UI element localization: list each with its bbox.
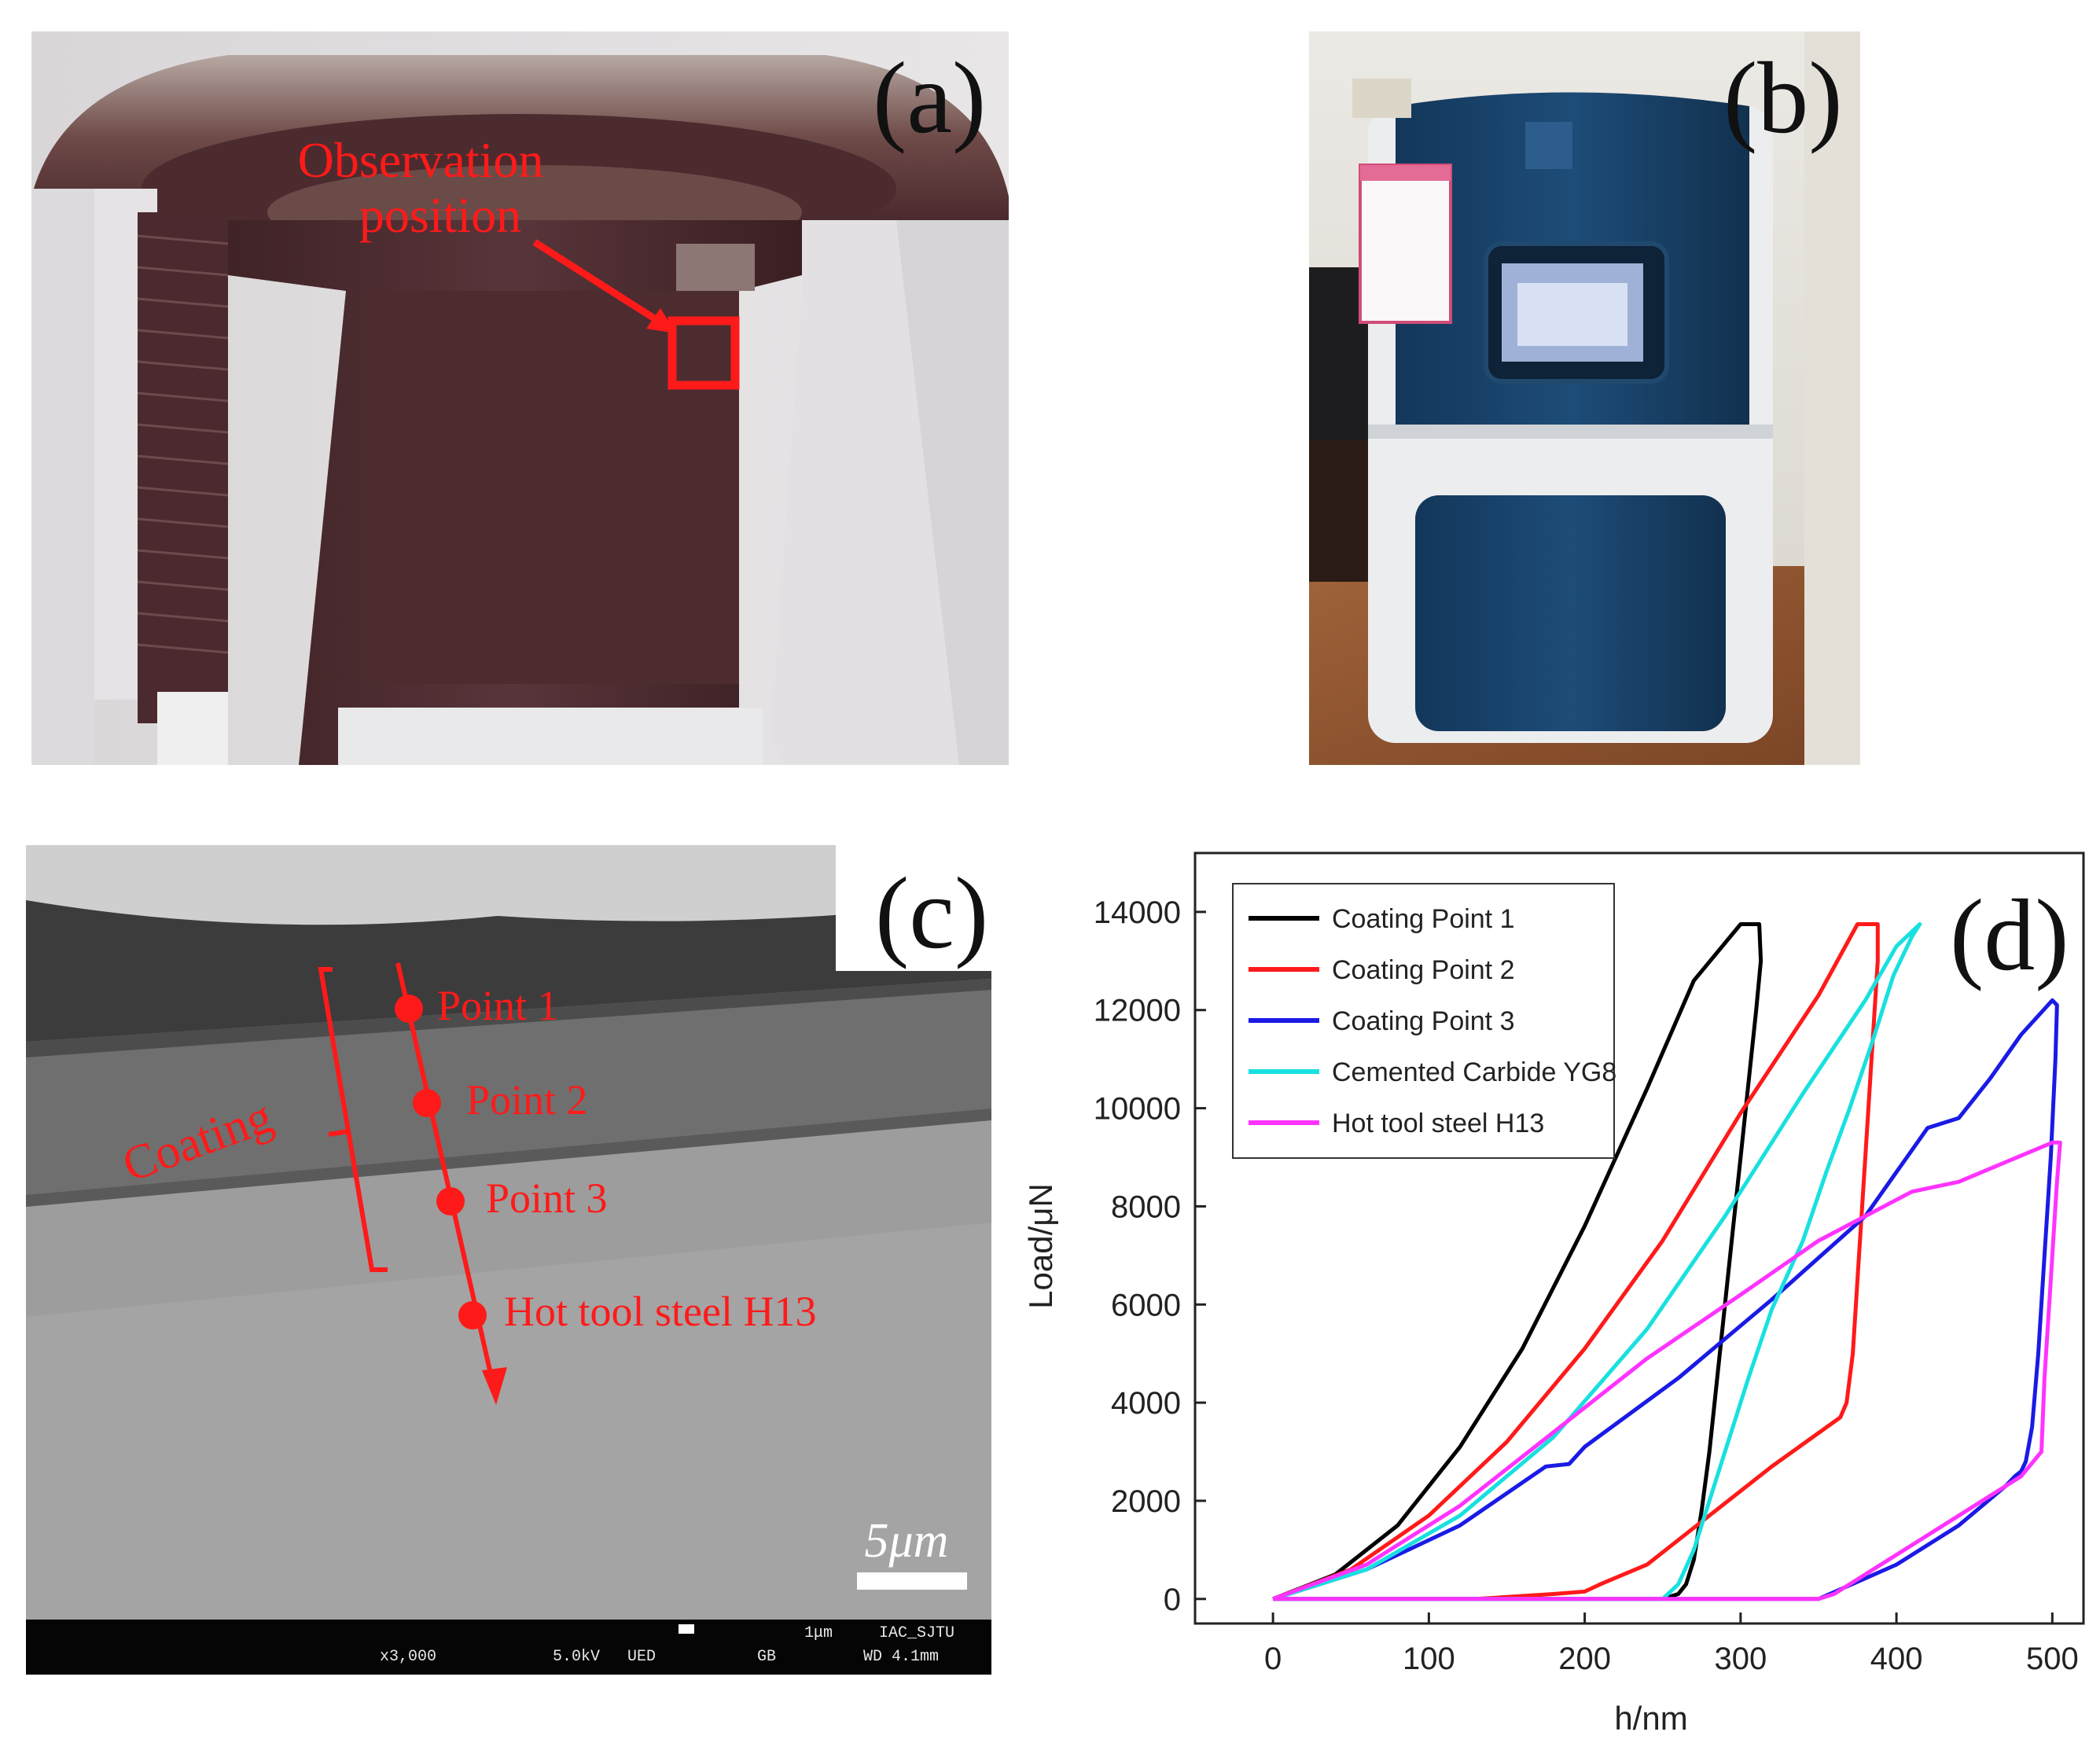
y-tick-label: 14000 — [1094, 895, 1181, 930]
nanoindenter-photo — [1309, 31, 1860, 765]
x-tick-label: 300 — [1714, 1642, 1767, 1676]
sem-working-distance: WD 4.1mm — [863, 1648, 940, 1666]
panel-label-c: (c) — [875, 857, 989, 970]
point-3-label: Point 3 — [486, 1175, 608, 1222]
x-axis-label: h/nm — [1614, 1700, 1687, 1737]
sem-detector: UED — [627, 1648, 656, 1666]
point-1-label: Point 1 — [437, 982, 559, 1029]
y-tick-label: 2000 — [1111, 1484, 1181, 1519]
point-3-marker — [436, 1187, 465, 1215]
panel-label-d: (d) — [1950, 879, 2069, 992]
y-tick-label: 10000 — [1094, 1092, 1181, 1127]
legend-label-3: Coating Point 3 — [1332, 1006, 1515, 1036]
y-axis-label: Load/μN — [1022, 1183, 1059, 1309]
sem-info-bar: 1μm IAC_SJTU x3,000 5.0kV UED GB WD 4.1m… — [26, 1620, 991, 1675]
panel-label-a: (a) — [873, 42, 987, 155]
observation-annotation: Observation position — [298, 132, 740, 390]
panel-label-b: (b) — [1723, 42, 1843, 155]
x-tick-label: 500 — [2026, 1642, 2079, 1676]
panel-d-chart: 0 100 200 300 400 500 0 2000 4000 6000 8000 10000 12… — [1022, 849, 2100, 1743]
x-tick-label: 0 — [1264, 1642, 1282, 1676]
sem-scale-text: 1μm — [804, 1624, 833, 1642]
plot-area — [1193, 851, 2085, 1625]
sem-annotations: Point 1 Point 2 Point 3 Hot tool steel H… — [116, 962, 967, 1590]
legend-label-2: Coating Point 2 — [1332, 955, 1515, 985]
sem-facility: IAC_SJTU — [879, 1624, 955, 1642]
y-tick-label: 4000 — [1111, 1386, 1181, 1421]
scale-bar — [857, 1572, 967, 1590]
sem-voltage: 5.0kV — [553, 1648, 601, 1666]
series-line-4 — [1272, 922, 1922, 1601]
scale-bar-label: 5μm — [865, 1514, 949, 1568]
y-tick-label: 8000 — [1111, 1190, 1181, 1224]
point-2-marker — [413, 1089, 441, 1117]
panel-a-photo: Observation position (a) — [31, 31, 1009, 765]
annotation-arrow-line — [532, 239, 663, 325]
series-line-1 — [1272, 922, 1763, 1601]
series-line-2 — [1272, 922, 1880, 1601]
series-line-5 — [1272, 1140, 2062, 1601]
coating-bracket — [318, 967, 388, 1272]
legend-label-4: Cemented Carbide YG8 — [1332, 1057, 1616, 1087]
coating-bracket-tick — [328, 1129, 349, 1137]
annotation-observation-line2: position — [359, 187, 521, 243]
h13-marker — [458, 1301, 487, 1329]
die-photo — [31, 31, 1009, 765]
point-2-label: Point 2 — [466, 1076, 588, 1123]
x-tick-label: 100 — [1403, 1642, 1455, 1676]
legend-label-1: Coating Point 1 — [1332, 904, 1515, 934]
panel-b-photo: (b) — [1309, 31, 1860, 765]
sem-small-scale-bar — [679, 1624, 694, 1634]
y-tick-label: 0 — [1164, 1583, 1181, 1617]
y-tick-label: 6000 — [1111, 1288, 1181, 1322]
panel-c-sem: Point 1 Point 2 Point 3 Hot tool steel H… — [26, 845, 991, 1675]
observation-box — [668, 316, 740, 390]
coating-label: Coating — [116, 1090, 279, 1193]
sem-magnification: x3,000 — [380, 1648, 437, 1666]
legend-label-5: Hot tool steel H13 — [1332, 1109, 1544, 1138]
h13-label: Hot tool steel H13 — [504, 1288, 816, 1335]
point-1-marker — [395, 995, 423, 1023]
sem-mode: GB — [757, 1648, 777, 1666]
x-tick-label: 400 — [1870, 1642, 1923, 1676]
load-depth-chart: 0 100 200 300 400 500 0 2000 4000 6000 8000 10000 12… — [1022, 851, 2085, 1737]
indentation-path-arrowhead — [482, 1367, 507, 1405]
annotation-observation-line1: Observation — [298, 132, 544, 188]
y-tick-label: 12000 — [1094, 994, 1181, 1028]
sem-image — [26, 845, 991, 1675]
x-tick-label: 200 — [1558, 1642, 1611, 1676]
